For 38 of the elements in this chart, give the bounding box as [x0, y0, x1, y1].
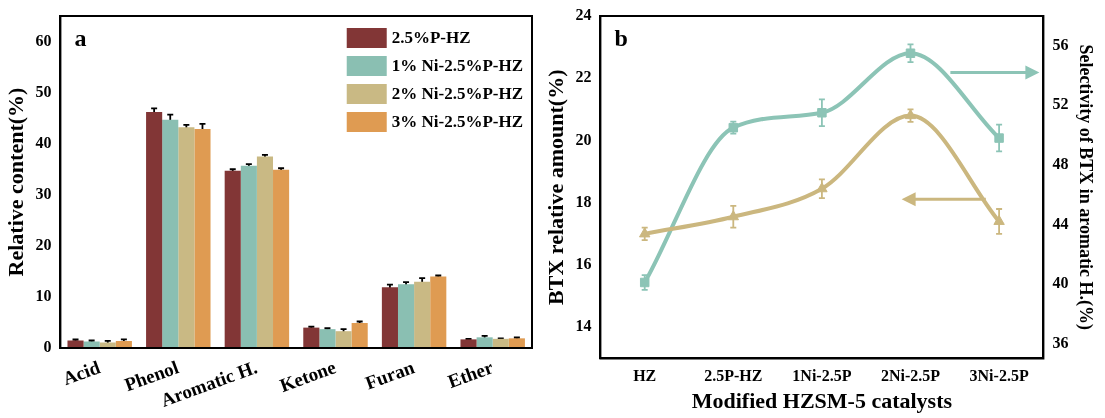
y2-axis-title: Selectivity of BTX in aromatic H.(%) [1074, 44, 1096, 331]
legend-label: 2% Ni-2.5%P-HZ [391, 84, 524, 104]
y-tick-label: 50 [35, 82, 52, 100]
y-tick-label: 14 [575, 317, 592, 335]
x-tick-label: Furan [362, 356, 418, 394]
y-tick-label: 18 [575, 192, 592, 210]
legend-label: 3% Ni-2.5%P-HZ [391, 112, 524, 132]
y-tick-label: 24 [575, 6, 592, 24]
annotation: a [74, 25, 87, 52]
y-tick-label: 20 [35, 236, 52, 254]
x-tick-label: Ether [444, 356, 497, 393]
x-tick-label: 1Ni-2.5P [792, 367, 852, 385]
y-axis-title: Relative content(%) [2, 87, 28, 277]
y-tick-label: 16 [575, 255, 592, 273]
y2-tick-label: 56 [1052, 35, 1069, 53]
y-tick-label: 0 [43, 338, 52, 356]
y-tick-label: 20 [575, 130, 592, 148]
x-axis-title: Modified HZSM-5 catalysts [691, 388, 953, 414]
y2-tick-label: 44 [1052, 214, 1069, 232]
y2-tick-label: 52 [1052, 95, 1069, 113]
y-tick-label: 22 [575, 68, 592, 86]
y-tick-label: 60 [35, 31, 52, 49]
x-tick-label: Acid [59, 356, 104, 390]
y-tick-label: 10 [35, 287, 52, 305]
legend-label: 2.5%P-HZ [391, 28, 471, 48]
y-axis-title: BTX relative amount(%) [542, 69, 568, 305]
x-tick-label: 2Ni-2.5P [880, 367, 941, 385]
x-tick-label: 3Ni-2.5P [969, 367, 1029, 385]
y2-tick-label: 36 [1052, 333, 1069, 351]
y-tick-label: 30 [35, 184, 52, 202]
y2-tick-label: 48 [1052, 155, 1069, 173]
y2-tick-label: 40 [1052, 274, 1069, 292]
y-tick-label: 40 [35, 133, 52, 151]
annotation: b [614, 25, 628, 52]
x-tick-label: Ketone [276, 356, 339, 396]
x-tick-label: HZ [633, 367, 657, 385]
x-tick-label: 2.5P-HZ [704, 367, 763, 385]
legend-label: 1% Ni-2.5%P-HZ [391, 56, 524, 76]
